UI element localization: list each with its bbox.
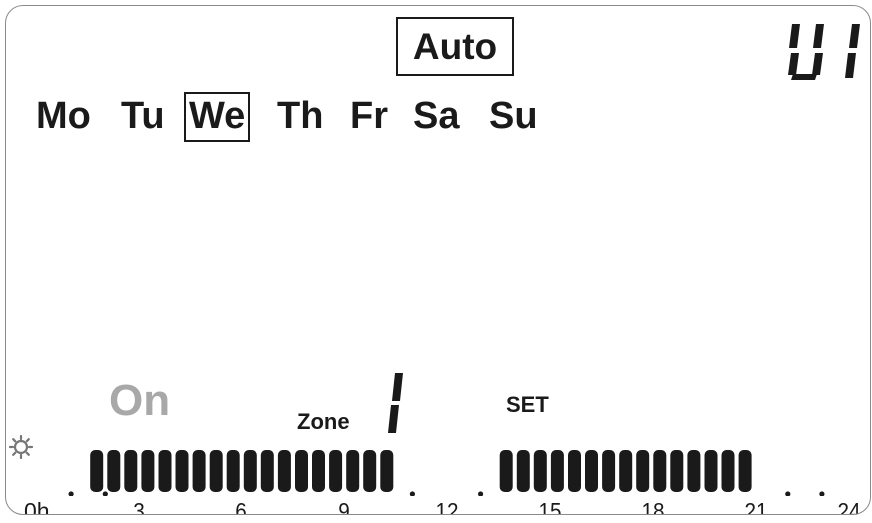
day-friday: Fr (350, 95, 388, 137)
schedule-slot-on (380, 450, 394, 492)
program-code-display: U1 (786, 22, 860, 80)
schedule-slot-on (670, 450, 684, 492)
day-wednesday-selected: We (184, 92, 251, 142)
schedule-timeline: 0h 3 6 9 12 15 18 21 24 (6, 444, 870, 515)
schedule-slot-on (602, 450, 616, 492)
schedule-slot-on (721, 450, 735, 492)
hour-dot (102, 491, 108, 496)
schedule-slot-on (363, 450, 377, 492)
program-code-segment (789, 24, 800, 48)
schedule-slot-on (329, 450, 343, 492)
schedule-slot-on (312, 450, 325, 492)
schedule-slot-on (346, 450, 360, 492)
schedule-slot-on (738, 450, 752, 492)
tick-label: 12 (435, 498, 459, 515)
schedule-slot-on (277, 450, 291, 492)
thermostat-lcd-display: Auto U1 Mo Tu We Th Fr Sa Su On Zone 1 S… (5, 5, 871, 515)
schedule-slot-on (704, 450, 718, 492)
set-indicator: SET (506, 392, 549, 417)
schedule-slot-on (124, 450, 138, 492)
schedule-slot-on (260, 450, 274, 492)
tick-label: 6 (235, 498, 247, 515)
sun-icon (8, 434, 34, 460)
hour-dot (68, 491, 74, 496)
program-code-segment (845, 53, 856, 78)
tick-label: 24 (837, 498, 861, 515)
tick-label: 18 (641, 498, 665, 515)
schedule-slot-on (499, 450, 513, 492)
schedule-slot-on (243, 450, 257, 492)
hour-dot (819, 491, 825, 496)
tick-label: 9 (338, 498, 350, 515)
schedule-slot-on (568, 450, 581, 492)
program-code-segment (788, 53, 799, 75)
schedule-slot-on (533, 450, 547, 492)
tick-label: 0h (24, 498, 50, 515)
zone-label: Zone (297, 409, 350, 434)
schedule-slot-on (687, 450, 701, 492)
hour-dot (785, 491, 791, 496)
tick-label: 15 (538, 498, 562, 515)
schedule-slot-on (550, 450, 564, 492)
hour-dot (409, 491, 415, 496)
day-tuesday: Tu (121, 95, 165, 137)
heating-state-label: On (109, 376, 171, 425)
schedule-slot-on (295, 450, 308, 492)
mode-indicator: Auto (396, 17, 514, 76)
schedule-slot-on (585, 450, 598, 492)
day-thursday: Th (277, 95, 324, 137)
schedule-slot-on (175, 450, 189, 492)
schedule-slot-on (192, 450, 206, 492)
schedule-slot-on (636, 450, 650, 492)
zone-number-display: 1 (384, 371, 403, 433)
schedule-slot-on (141, 450, 155, 492)
tick-label: 21 (744, 498, 768, 515)
schedule-slot-on (158, 450, 172, 492)
day-sunday: Su (489, 95, 538, 137)
program-code-text: U1 (786, 22, 788, 23)
schedule-slot-on (90, 450, 104, 492)
zone-number-segment (392, 373, 403, 401)
schedule-slot-on (209, 450, 223, 492)
program-code-segment (791, 74, 817, 80)
schedule-slot-on (107, 450, 121, 492)
schedule-slot-on (653, 450, 667, 492)
zone-number-text: 1 (384, 371, 385, 372)
program-code-segment (812, 53, 823, 75)
tick-label: 3 (133, 498, 145, 515)
schedule-slot-on (516, 450, 530, 492)
schedule-bars (68, 450, 825, 496)
program-code-segment (813, 24, 824, 48)
day-monday: Mo (36, 95, 91, 137)
day-saturday: Sa (413, 95, 460, 137)
zone-number-segment (388, 405, 399, 433)
hour-dot (478, 491, 484, 496)
program-code-segment (849, 24, 860, 48)
schedule-slot-on (226, 450, 240, 492)
schedule-slot-on (619, 450, 633, 492)
